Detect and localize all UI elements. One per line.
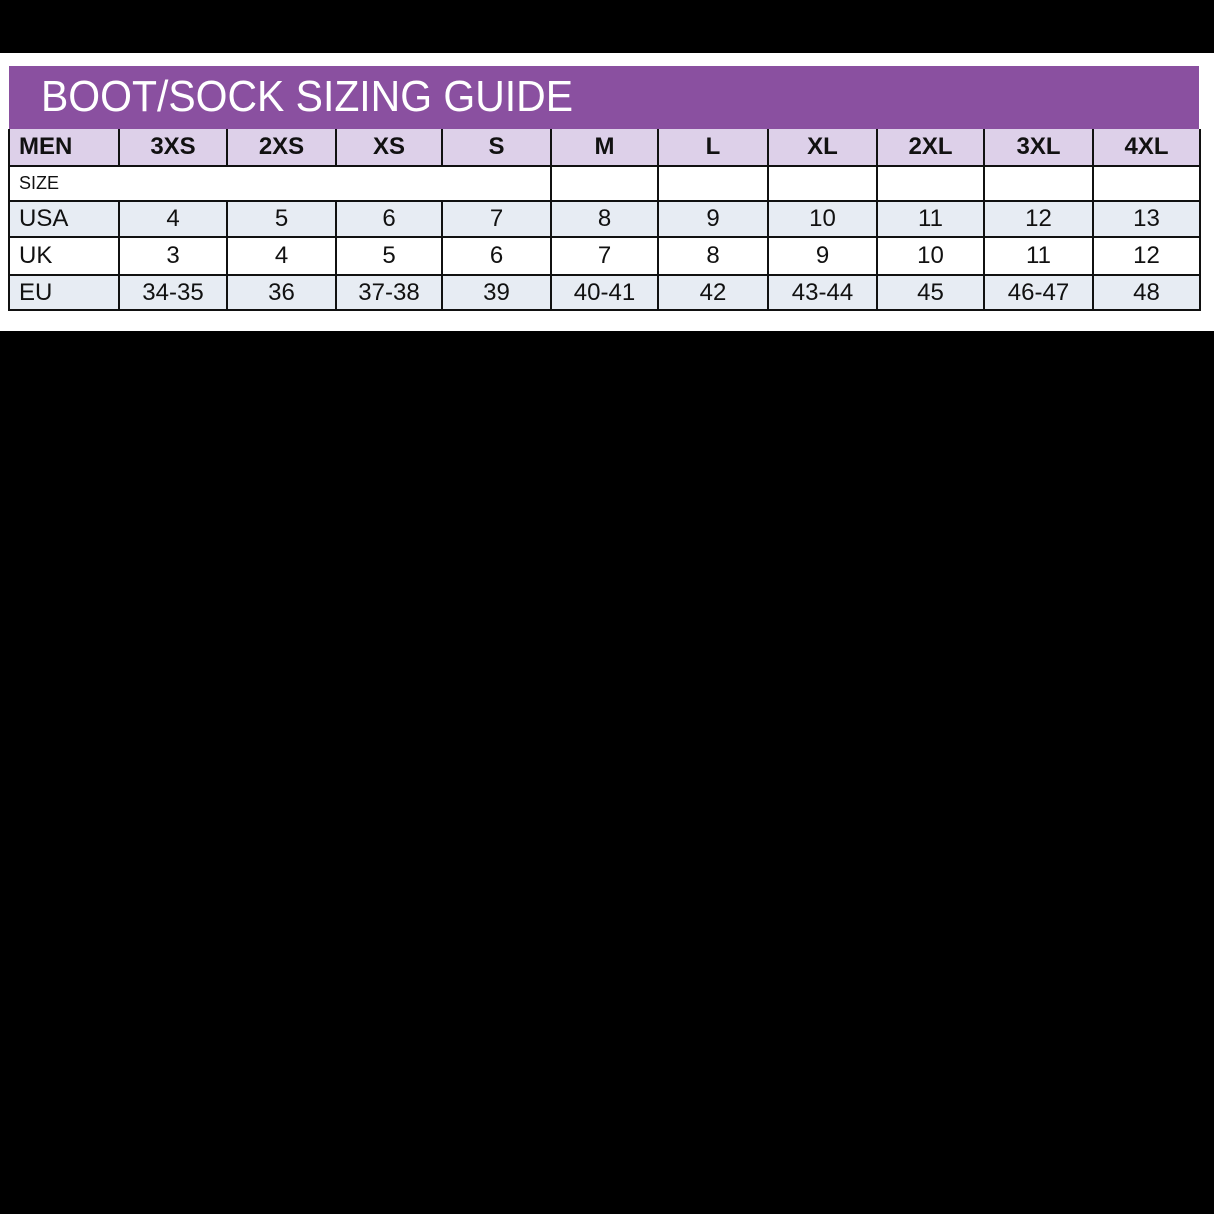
header-label: MEN xyxy=(8,129,120,167)
size-header: 2XS xyxy=(226,129,337,167)
sizing-guide-panel: BOOT/SOCK SIZING GUIDE MEN 3XS 2XS XS S … xyxy=(0,53,1214,331)
table-cell: 10 xyxy=(767,200,878,238)
table-cell: 46-47 xyxy=(983,274,1094,311)
table-cell: 7 xyxy=(550,236,659,276)
table-cell: 37-38 xyxy=(335,274,443,311)
table-cell: 45 xyxy=(876,274,985,311)
guide-title: BOOT/SOCK SIZING GUIDE xyxy=(41,72,574,121)
title-banner: BOOT/SOCK SIZING GUIDE xyxy=(9,66,1199,129)
table-cell: 7 xyxy=(441,200,552,238)
empty-cell xyxy=(550,165,659,202)
table-cell: 42 xyxy=(657,274,769,311)
table-cell: 4 xyxy=(226,236,337,276)
row-label: UK xyxy=(8,236,120,276)
size-header: XS xyxy=(335,129,443,167)
size-label: SIZE xyxy=(8,165,552,202)
header-row: MEN 3XS 2XS XS S M L XL 2XL 3XL 4XL xyxy=(8,129,1201,167)
table-cell: 39 xyxy=(441,274,552,311)
size-header: 3XL xyxy=(983,129,1094,167)
size-header: M xyxy=(550,129,659,167)
table-cell: 5 xyxy=(226,200,337,238)
table-cell: 4 xyxy=(118,200,228,238)
size-header: XL xyxy=(767,129,878,167)
size-header: 3XS xyxy=(118,129,228,167)
sizing-table: MEN 3XS 2XS XS S M L XL 2XL 3XL 4XL SIZE… xyxy=(8,129,1201,311)
empty-cell xyxy=(983,165,1094,202)
table-cell: 12 xyxy=(983,200,1094,238)
table-cell: 6 xyxy=(441,236,552,276)
size-label-row: SIZE xyxy=(8,165,1201,202)
size-header: L xyxy=(657,129,769,167)
table-cell: 48 xyxy=(1092,274,1201,311)
table-cell: 43-44 xyxy=(767,274,878,311)
table-row: EU 34-35 36 37-38 39 40-41 42 43-44 45 4… xyxy=(8,274,1201,311)
table-row: UK 3 4 5 6 7 8 9 10 11 12 xyxy=(8,236,1201,276)
size-header: 2XL xyxy=(876,129,985,167)
table-cell: 8 xyxy=(550,200,659,238)
size-header: 4XL xyxy=(1092,129,1201,167)
empty-cell xyxy=(1092,165,1201,202)
table-cell: 9 xyxy=(657,200,769,238)
table-cell: 40-41 xyxy=(550,274,659,311)
table-cell: 13 xyxy=(1092,200,1201,238)
table-cell: 34-35 xyxy=(118,274,228,311)
row-label: USA xyxy=(8,200,120,238)
table-row: USA 4 5 6 7 8 9 10 11 12 13 xyxy=(8,200,1201,238)
table-cell: 9 xyxy=(767,236,878,276)
table-cell: 12 xyxy=(1092,236,1201,276)
table-cell: 11 xyxy=(876,200,985,238)
empty-cell xyxy=(876,165,985,202)
table-cell: 3 xyxy=(118,236,228,276)
table-cell: 6 xyxy=(335,200,443,238)
empty-cell xyxy=(767,165,878,202)
row-label: EU xyxy=(8,274,120,311)
table-cell: 10 xyxy=(876,236,985,276)
table-cell: 11 xyxy=(983,236,1094,276)
table-cell: 36 xyxy=(226,274,337,311)
empty-cell xyxy=(657,165,769,202)
table-cell: 5 xyxy=(335,236,443,276)
table-cell: 8 xyxy=(657,236,769,276)
size-header: S xyxy=(441,129,552,167)
